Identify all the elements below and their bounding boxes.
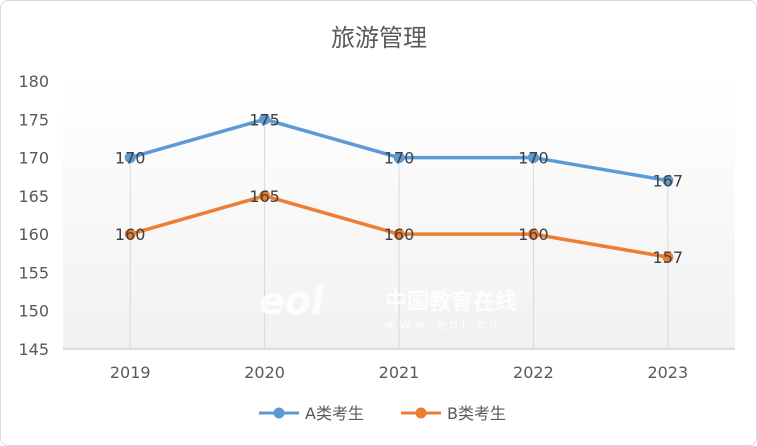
y-tick-label: 170 xyxy=(18,149,49,168)
x-tick-label: 2020 xyxy=(244,363,285,382)
data-point xyxy=(662,251,674,263)
watermark-text: 中国教育在线 xyxy=(385,289,517,315)
data-point xyxy=(662,175,674,187)
x-tick-label: 2022 xyxy=(513,363,554,382)
data-labels: 170 175 170 170 167 160 165 160 160 157 xyxy=(115,110,683,267)
legend-label: A类考生 xyxy=(305,404,364,423)
data-point xyxy=(527,228,539,240)
data-point xyxy=(259,113,271,125)
x-tick-label: 2021 xyxy=(379,363,420,382)
watermark-url: w w w . e o l . c n xyxy=(385,318,497,333)
data-label: 170 xyxy=(384,149,415,168)
data-point xyxy=(259,190,271,202)
data-label: 175 xyxy=(249,110,280,129)
series-points xyxy=(124,113,674,263)
y-tick-label: 160 xyxy=(18,225,49,244)
data-point xyxy=(393,228,405,240)
data-point xyxy=(124,152,136,164)
legend-marker xyxy=(415,407,427,419)
x-axis-ticks: 2019 2020 2021 2022 2023 xyxy=(110,363,688,382)
data-label: 167 xyxy=(653,172,684,191)
data-label: 170 xyxy=(115,149,146,168)
y-tick-label: 165 xyxy=(18,187,49,206)
data-label: 160 xyxy=(384,225,415,244)
data-point xyxy=(527,152,539,164)
y-axis-ticks: 145 150 155 160 165 170 175 180 xyxy=(18,72,49,359)
x-tick-label: 2019 xyxy=(110,363,151,382)
chart-title: 旅游管理 xyxy=(331,24,427,52)
y-tick-label: 150 xyxy=(18,302,49,321)
data-point xyxy=(124,228,136,240)
legend: A类考生 B类考生 xyxy=(259,404,506,423)
data-label: 157 xyxy=(653,248,684,267)
watermark-logo: eol xyxy=(259,279,325,323)
y-tick-label: 155 xyxy=(18,263,49,282)
data-label: 170 xyxy=(518,149,549,168)
watermark: eol 中国教育在线 w w w . e o l . c n xyxy=(259,279,517,333)
data-label: 160 xyxy=(518,225,549,244)
x-tick-label: 2023 xyxy=(647,363,688,382)
data-label: 160 xyxy=(115,225,146,244)
y-tick-label: 175 xyxy=(18,110,49,129)
legend-label: B类考生 xyxy=(447,404,506,423)
drop-lines xyxy=(129,119,669,349)
data-point xyxy=(393,152,405,164)
y-tick-label: 180 xyxy=(18,72,49,91)
data-label: 165 xyxy=(249,187,280,206)
legend-marker xyxy=(273,407,285,419)
y-tick-label: 145 xyxy=(18,340,49,359)
